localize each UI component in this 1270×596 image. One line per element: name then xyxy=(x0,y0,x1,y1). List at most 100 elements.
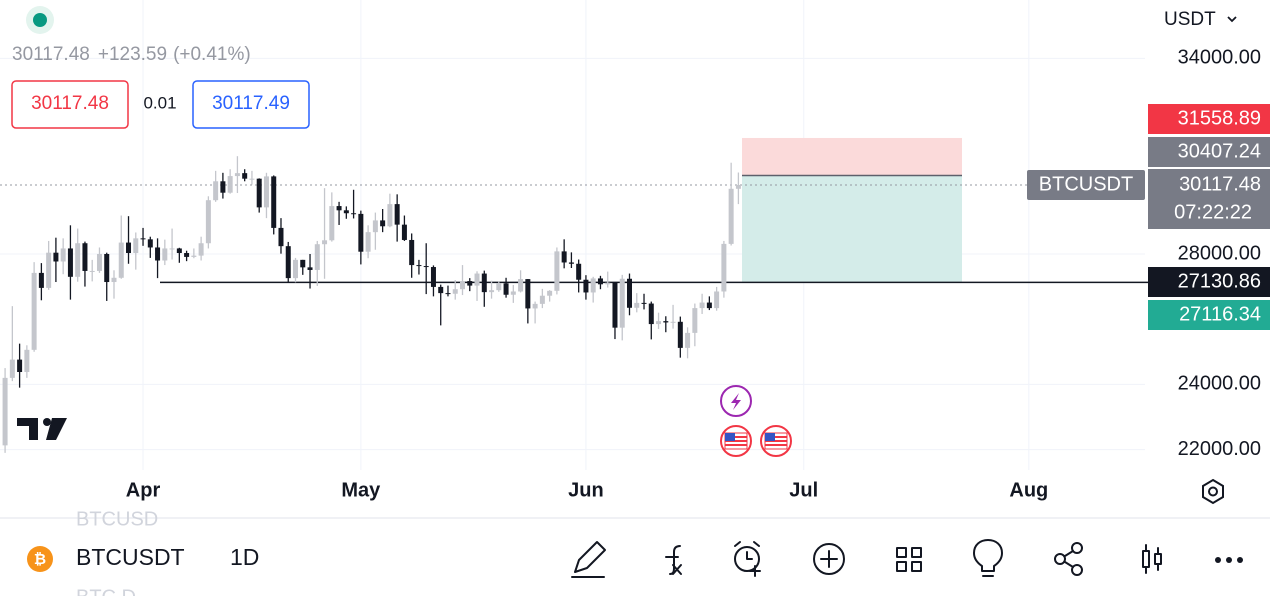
bid-price[interactable]: 30117.48 xyxy=(31,93,109,114)
price-summary: 30117.48 +123.59 (+0.41%) xyxy=(12,44,251,65)
event-bolt xyxy=(731,393,741,410)
stop-label: 31558.89 xyxy=(1178,107,1261,129)
candle-body xyxy=(656,321,662,325)
candle-body xyxy=(75,243,81,277)
target-zone xyxy=(742,175,962,283)
candle-body xyxy=(634,302,640,308)
candle-body xyxy=(220,181,226,193)
candle-body xyxy=(583,279,589,293)
candle-body xyxy=(227,176,233,193)
currency[interactable]: USDT xyxy=(1164,9,1216,30)
candle-body xyxy=(670,321,676,323)
candle-body xyxy=(663,321,669,323)
currency-chevron[interactable] xyxy=(1227,16,1237,23)
y-tick-label: 34000.00 xyxy=(1178,47,1261,69)
x-tick-label: Jun xyxy=(568,479,604,501)
x-tick-label: Jul xyxy=(789,479,818,501)
candle-body xyxy=(89,270,95,272)
candle-body xyxy=(590,278,596,293)
candle-body xyxy=(474,273,480,286)
candle-body xyxy=(184,253,190,257)
candle-body xyxy=(351,213,357,215)
candle-body xyxy=(706,302,712,309)
candle-body xyxy=(96,253,102,271)
symbol-icon xyxy=(27,546,53,572)
candle-body xyxy=(525,279,531,309)
candle-body xyxy=(409,239,415,266)
candle-body xyxy=(234,173,240,177)
candle-body xyxy=(401,224,407,240)
candle-body xyxy=(24,349,30,373)
candle-body xyxy=(597,278,603,285)
candle-body xyxy=(2,377,8,446)
prev-symbol: BTCUSD xyxy=(76,508,158,530)
candle-body xyxy=(561,251,567,263)
toolbar-symbol[interactable]: BTCUSDT xyxy=(76,544,185,570)
y-tick-label: 28000.00 xyxy=(1178,242,1261,264)
change: +123.59 xyxy=(98,44,167,65)
settings-icon[interactable] xyxy=(1202,478,1224,505)
layout-tool[interactable] xyxy=(896,547,922,572)
share-node xyxy=(1071,542,1083,554)
candle-body xyxy=(721,243,727,292)
candle-body xyxy=(692,308,698,333)
candle-body xyxy=(198,243,204,256)
ideas-tool[interactable] xyxy=(973,539,1003,577)
candle-body xyxy=(699,302,705,309)
candle-body xyxy=(205,200,211,244)
candle-body xyxy=(278,227,284,247)
alert-tool[interactable] xyxy=(734,546,760,572)
candle-body xyxy=(547,290,553,296)
share-tool[interactable] xyxy=(1054,553,1066,565)
candle-body xyxy=(271,176,277,228)
candle-body xyxy=(307,267,313,270)
toolbar-interval[interactable]: 1D xyxy=(230,544,259,570)
candle-body xyxy=(213,181,219,201)
candle-body xyxy=(111,277,117,283)
hline-label-box xyxy=(1148,267,1270,297)
candle-body xyxy=(118,242,124,278)
candle-body xyxy=(256,178,262,208)
stop-label-box xyxy=(1148,104,1270,134)
candle-body xyxy=(336,206,342,211)
candle-body xyxy=(60,248,66,262)
candle-body xyxy=(728,188,734,244)
candle-body xyxy=(430,267,436,287)
event-flag[interactable] xyxy=(760,425,792,457)
candle-body xyxy=(452,289,458,294)
candle-body xyxy=(685,332,691,348)
share-links xyxy=(1064,550,1074,568)
tv-logo xyxy=(17,418,67,440)
add-tool[interactable] xyxy=(813,543,845,575)
entry-label: 30407.24 xyxy=(1178,140,1261,162)
chart-type-tool[interactable] xyxy=(1142,544,1162,574)
candle-body xyxy=(496,283,502,291)
ask-price[interactable]: 30117.49 xyxy=(212,93,290,114)
event-flag[interactable] xyxy=(720,425,752,457)
candle-body xyxy=(626,278,632,308)
more-menu[interactable] xyxy=(1215,557,1243,563)
candle-body xyxy=(155,247,161,261)
add-tool-plus xyxy=(820,550,838,568)
candle-body xyxy=(242,173,248,179)
alert-tool-detail xyxy=(734,541,761,577)
candle-body xyxy=(387,204,393,227)
candle-body xyxy=(358,213,364,252)
target-label: 27116.34 xyxy=(1179,303,1261,325)
candle-body xyxy=(322,240,328,245)
bid-box[interactable] xyxy=(11,80,129,129)
indicator-tool[interactable] xyxy=(665,545,682,575)
candle-body xyxy=(503,283,509,295)
draw-tool[interactable] xyxy=(571,541,606,578)
candle-body xyxy=(532,303,538,309)
last-price: 30117.48 xyxy=(12,44,90,65)
candle-body xyxy=(605,282,611,285)
status-dot xyxy=(33,13,47,27)
candle-body xyxy=(554,251,560,291)
candle-body xyxy=(438,286,444,294)
hline-label: 27130.86 xyxy=(1178,270,1261,292)
candle-body xyxy=(481,273,487,293)
toolbar xyxy=(0,532,1270,588)
ask-box[interactable] xyxy=(192,80,310,129)
candle-body xyxy=(31,272,37,350)
